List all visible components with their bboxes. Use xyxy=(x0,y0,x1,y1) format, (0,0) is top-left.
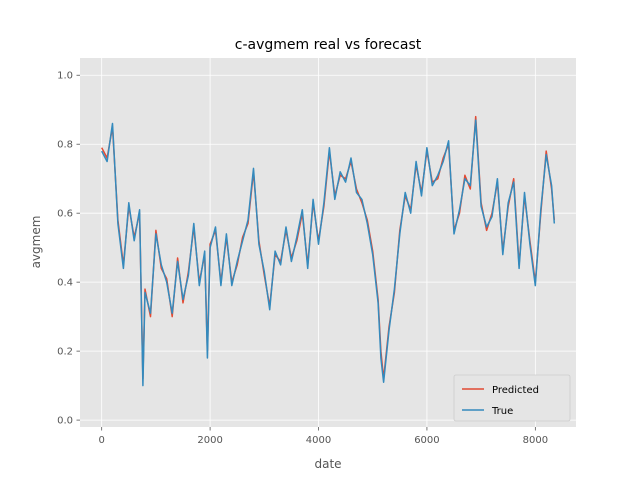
plot-area xyxy=(80,58,576,427)
series-line-true xyxy=(101,119,556,387)
y-tick-label: 0.6 xyxy=(57,209,73,220)
x-tick-label: 6000 xyxy=(414,435,439,446)
x-tick-label: 8000 xyxy=(523,435,548,446)
chart-title: c-avgmem real vs forecast xyxy=(235,37,422,53)
x-tick-label: 2000 xyxy=(197,435,222,446)
y-tick-label: 0.8 xyxy=(57,140,73,151)
series-layer xyxy=(101,115,556,387)
legend: Predicted True xyxy=(453,374,571,422)
x-axis: 0 2000 4000 6000 8000 xyxy=(98,427,548,446)
y-tick-label: 0.4 xyxy=(57,278,73,289)
y-tick-label: 0.2 xyxy=(57,347,73,358)
x-tick-label: 0 xyxy=(98,435,104,446)
y-tick-label: 0.0 xyxy=(57,416,73,427)
x-tick-label: 4000 xyxy=(306,435,331,446)
legend-label-true: True xyxy=(491,406,513,417)
x-axis-label: date xyxy=(314,457,341,471)
y-axis-label: avgmem xyxy=(29,216,43,269)
y-axis: 0.0 0.2 0.4 0.6 0.8 1.0 xyxy=(57,71,80,427)
y-tick-label: 1.0 xyxy=(57,71,73,82)
legend-label-predicted: Predicted xyxy=(492,385,539,396)
